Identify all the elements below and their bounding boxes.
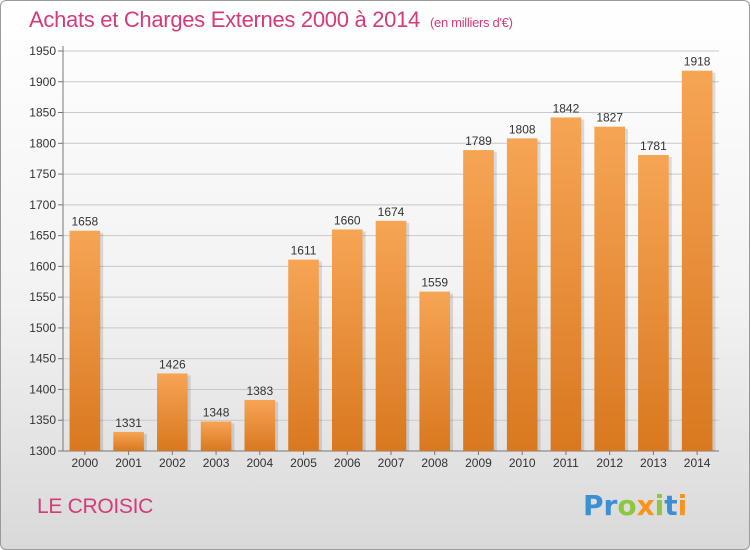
bar-2008 [419,291,451,451]
bar-value-label: 1789 [465,134,492,148]
bar-2012 [594,126,625,451]
bar-2007 [375,220,407,451]
bar-2014 [681,70,713,451]
y-tick-label: 1800 [29,136,56,150]
y-tick-label: 1900 [29,75,56,89]
unit-note: (en milliers d'€) [429,15,513,30]
bar-2011 [550,117,582,451]
y-tick-label: 1850 [29,106,56,120]
x-tick-label: 2010 [509,456,536,470]
bar-value-label: 1808 [509,122,536,136]
bar-2005 [288,259,319,451]
x-tick-label: 2005 [290,456,317,470]
bar-2000 [69,230,101,451]
y-tick-label: 1650 [29,229,56,243]
x-tick-label: 2014 [684,456,711,470]
bar-2006 [331,229,363,451]
y-tick-label: 1950 [29,44,56,58]
x-tick-label: 2009 [465,456,492,470]
logo-letter: t [664,489,678,522]
bar-value-label: 1348 [203,405,230,419]
y-tick-label: 1300 [29,444,56,458]
x-tick-label: 2003 [203,456,230,470]
logo-letter: P [583,489,604,522]
x-tick-label: 2006 [334,456,361,470]
y-tick-label: 1350 [29,413,56,427]
x-tick-label: 2004 [246,456,273,470]
bar-value-label: 1383 [246,384,273,398]
x-tick-label: 2013 [640,456,667,470]
bar-value-label: 1918 [684,55,711,69]
bar-2004 [244,399,276,451]
logo-letter: o [617,489,637,522]
bar-2010 [506,138,538,451]
x-tick-label: 2000 [72,456,99,470]
x-tick-label: 2007 [378,456,405,470]
logo-letter: x [636,489,655,522]
bar-value-label: 1827 [596,111,623,125]
bar-value-label: 1660 [334,213,361,227]
bar-value-label: 1674 [378,205,405,219]
chart-title-text: Achats et Charges Externes 2000 à 2014 [29,7,420,32]
bar-value-label: 1842 [553,101,580,115]
x-tick-label: 2008 [421,456,448,470]
bar-2009 [463,150,494,452]
y-tick-label: 1450 [29,352,56,366]
y-tick-label: 1500 [29,321,56,335]
y-tick-label: 1600 [29,259,56,273]
bar-2003 [200,421,232,451]
x-tick-label: 2001 [115,456,142,470]
bar-value-label: 1426 [159,357,186,371]
bar-value-label: 1781 [640,139,667,153]
logo-letter: r [603,489,618,522]
bar-2002 [157,373,188,451]
bar-value-label: 1331 [115,416,142,430]
y-tick-label: 1750 [29,167,56,181]
y-tick-label: 1550 [29,290,56,304]
y-tick-label: 1700 [29,198,56,212]
proxiti-logo: Proxiti [583,489,687,522]
bar-value-label: 1611 [291,244,317,258]
town-name: LE CROISIC [37,495,154,518]
y-tick-label: 1400 [29,382,56,396]
x-tick-label: 2011 [553,456,579,470]
bar-value-label: 1559 [421,276,448,290]
x-tick-label: 2012 [596,456,623,470]
x-tick-label: 2002 [159,456,186,470]
bar-value-label: 1658 [72,215,99,229]
chart-title: Achats et Charges Externes 2000 à 2014 (e… [29,7,513,33]
logo-letter: i [654,489,665,522]
bar-2013 [638,155,669,451]
logo-letter: i [677,489,688,522]
bar-2001 [113,431,144,451]
